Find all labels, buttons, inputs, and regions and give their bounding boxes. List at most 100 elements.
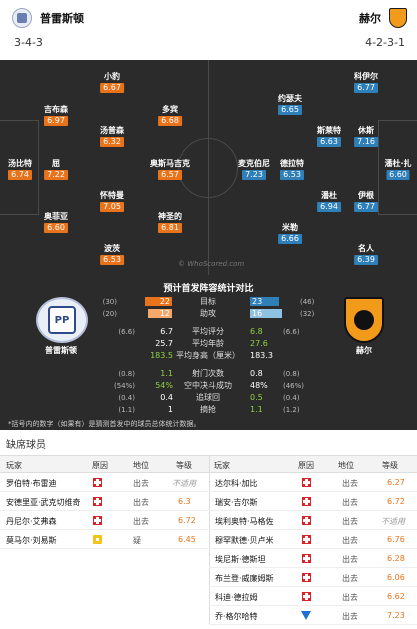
home-player[interactable]: 汤普森 6.32 [100,126,124,147]
player-rating: 6.67 [100,83,124,93]
stat-label: 平均评分 [192,327,224,336]
absentee-name[interactable]: 罗伯特·布雷迪 [6,479,57,488]
col-status: 地位 [338,461,354,470]
col-reason: 原因 [298,461,314,470]
stat-away-post: (6.6) [283,328,300,336]
home-player[interactable]: 神圣的 6.81 [158,212,182,233]
home-player[interactable]: 吉布森 6.97 [44,105,68,126]
home-player[interactable]: 波茨 6.53 [100,244,124,265]
match-header: 普雷斯顿 3-4-3 赫尔 4-2-3-1 [0,0,417,60]
home-player[interactable]: 汤比特 6.74 [8,159,32,180]
stat-away-post: (46%) [283,382,305,390]
stat-away-post: (32) [300,310,315,318]
absentee-row[interactable]: 丹尼尔·艾弗森 出去 6.72 [0,512,208,530]
center-circle [178,138,238,198]
player-name: 斯莱特 [317,126,341,135]
absentee-rating: 6.72 [387,497,405,506]
stat-away-value: 1.1 [250,405,263,414]
stat-row: 25.7 平均年龄 27.6 [0,339,417,349]
col-status: 地位 [133,461,149,470]
absentee-name[interactable]: 埃利奥特·马格佐 [215,517,274,526]
player-rating: 6.94 [317,202,341,212]
stat-home-value: 54% [155,381,173,390]
absentee-row[interactable]: 布兰登·威廉姆斯 出去 6.06 [209,569,417,587]
stat-home-value: 0.4 [160,393,173,402]
away-player[interactable]: 名人 6.39 [354,244,378,265]
absentee-row[interactable]: 瑞安·吉尔斯 出去 6.72 [209,493,417,511]
stat-home-value: 12 [159,309,170,318]
absentee-name[interactable]: 瑞安·吉尔斯 [215,498,258,507]
absentee-rating: 6.3 [178,497,191,506]
absentee-row[interactable]: 穆罕默德·贝卢米 出去 6.76 [209,531,417,549]
absentee-name[interactable]: 科迪·德拉姆 [215,593,258,602]
absentee-row[interactable]: 科迪·德拉姆 出去 6.62 [209,588,417,606]
away-player[interactable]: 德拉特 6.53 [280,159,304,180]
absentee-row[interactable]: 达尔科·加比 出去 6.27 [209,474,417,492]
absentee-row[interactable]: 埃尼斯·德斯坦 出去 6.28 [209,550,417,568]
stat-label: 目标 [200,297,216,306]
absentee-row[interactable]: 乔·格尔哈特 出去 7.23 [209,607,417,625]
absentee-row[interactable]: 罗伯特·布雷迪 出去 不适用 [0,474,208,492]
away-player[interactable]: 米勒 6.66 [278,223,302,244]
absentee-name[interactable]: 丹尼尔·艾弗森 [6,517,57,526]
absentee-name[interactable]: 穆罕默德·贝卢米 [215,536,274,545]
home-player[interactable]: 怀特曼 7.05 [100,191,124,212]
absentee-row[interactable]: 莫马尔·刘易斯 疑 6.45 [0,531,208,549]
absentee-rating: 7.23 [387,611,405,620]
home-team-name[interactable]: 普雷斯顿 [40,12,84,25]
player-name: 怀特曼 [100,191,124,200]
stat-home-value: 1 [167,405,173,414]
player-name: 休斯 [358,126,374,135]
player-name: 屈 [52,159,60,168]
absentee-row[interactable]: 安德里亚·武克切维奇 出去 6.3 [0,493,208,511]
away-team-name[interactable]: 赫尔 [359,12,381,25]
away-player[interactable]: 约瑟夫 6.65 [278,94,302,115]
player-rating: 6.39 [354,255,378,265]
stat-home-pre: (1.1) [118,406,135,414]
doubt-icon [93,535,102,544]
absentee-status: 出去 [342,498,358,507]
away-player[interactable]: 麦克伯尼 7.23 [238,159,270,180]
home-crest-text: PP [48,306,76,334]
absentee-status: 出去 [342,574,358,583]
away-player[interactable]: 科伊尔 6.77 [354,72,378,93]
home-formation: 3-4-3 [14,36,43,49]
absentee-name[interactable]: 布兰登·威廉姆斯 [215,574,274,583]
stat-home-pre: (0.4) [118,394,135,402]
away-team[interactable]: 赫尔 [359,8,407,28]
player-rating: 6.63 [317,137,341,147]
away-player[interactable]: 斯莱特 6.63 [317,126,341,147]
absentee-status: 出去 [342,612,358,621]
stats-title: 预计首发阵容统计对比 [163,284,254,294]
player-rating: 6.32 [100,137,124,147]
absentee-row[interactable]: 埃利奥特·马格佐 出去 不适用 [209,512,417,530]
stat-row: (54%) 54% 空中决斗成功 48% (46%) [0,381,417,391]
player-rating: 7.22 [44,170,68,180]
stat-label: 空中决斗成功 [184,381,232,390]
home-player[interactable]: 多宾 6.68 [158,105,182,126]
injury-icon [302,554,311,563]
home-player[interactable]: 小豹 6.67 [100,72,124,93]
home-crest-icon [12,8,32,28]
home-penalty-box [0,120,39,215]
absentee-name[interactable]: 埃尼斯·德斯坦 [215,555,266,564]
home-player[interactable]: 屈 7.22 [44,159,68,180]
home-team[interactable]: 普雷斯顿 [12,8,84,28]
absentees-title: 缺席球员 [6,440,46,451]
away-player[interactable]: 伊根 6.77 [354,191,378,212]
absentee-name[interactable]: 安德里亚·武克切维奇 [6,498,81,507]
away-player[interactable]: 潘杜·扎 6.60 [384,159,412,180]
away-player[interactable]: 休斯 7.16 [354,126,378,147]
player-rating: 6.53 [100,255,124,265]
away-player[interactable]: 潘杜 6.94 [317,191,341,212]
absentee-name[interactable]: 达尔科·加比 [215,479,258,488]
home-player[interactable]: 奥菲亚 6.60 [44,212,68,233]
assists-home-bar [148,309,172,318]
stat-home-value: 183.5 [150,351,173,360]
absentee-name[interactable]: 莫马尔·刘易斯 [6,536,57,545]
home-player[interactable]: 奥斯马吉克 6.57 [150,159,190,180]
injury-icon [302,592,311,601]
absentee-status: 出去 [342,555,358,564]
absentee-name[interactable]: 乔·格尔哈特 [215,612,258,621]
absentee-status: 出去 [133,517,149,526]
